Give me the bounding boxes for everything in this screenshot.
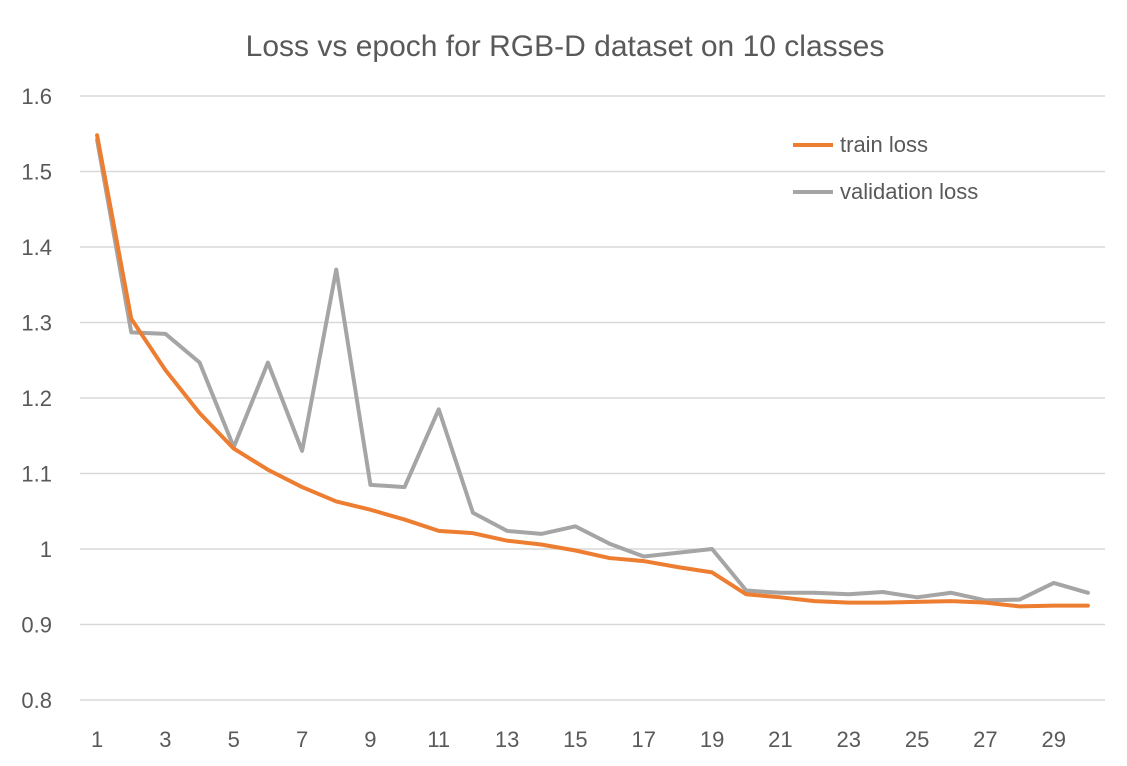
- x-tick-label: 15: [563, 727, 587, 752]
- y-tick-label: 0.9: [21, 613, 52, 638]
- legend: train loss validation loss: [793, 132, 978, 204]
- gridlines: [80, 95, 1105, 701]
- series-line-validation-loss: [95, 137, 1090, 603]
- x-tick-label: 27: [973, 727, 997, 752]
- x-tick-label: 13: [495, 727, 519, 752]
- y-tick-label: 1: [40, 537, 52, 562]
- y-tick-label: 0.8: [21, 688, 52, 713]
- y-tick-label: 1.3: [21, 311, 52, 336]
- chart-title: Loss vs epoch for RGB-D dataset on 10 cl…: [246, 30, 885, 63]
- legend-label-validation-loss: validation loss: [840, 179, 978, 204]
- x-axis-ticks: 1 3 5 7 9 11 13 15 17 19 21 23 25 27 29: [91, 727, 1066, 752]
- x-tick-label: 21: [768, 727, 792, 752]
- x-tick-label: 3: [159, 727, 171, 752]
- y-tick-label: 1.1: [21, 462, 52, 487]
- x-tick-label: 11: [427, 727, 450, 752]
- x-tick-label: 29: [1042, 727, 1066, 752]
- x-tick-label: 19: [700, 727, 724, 752]
- y-axis-ticks: 0.8 0.9 1 1.1 1.2 1.3 1.4 1.5 1.6: [21, 84, 52, 713]
- y-tick-label: 1.5: [21, 160, 52, 185]
- series-lines: [95, 133, 1090, 609]
- x-tick-label: 25: [905, 727, 929, 752]
- x-tick-label: 9: [364, 727, 376, 752]
- y-tick-label: 1.6: [21, 84, 52, 109]
- y-tick-label: 1.4: [21, 235, 52, 260]
- legend-label-train-loss: train loss: [840, 132, 928, 157]
- x-tick-label: 23: [837, 727, 861, 752]
- y-tick-label: 1.2: [21, 386, 52, 411]
- series-line-train-loss: [95, 133, 1090, 609]
- x-tick-label: 1: [91, 727, 103, 752]
- x-tick-label: 7: [296, 727, 308, 752]
- x-tick-label: 5: [228, 727, 240, 752]
- x-tick-label: 17: [632, 727, 656, 752]
